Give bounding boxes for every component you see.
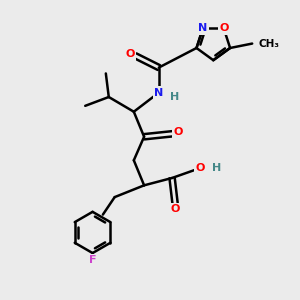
Text: H: H (212, 163, 221, 173)
Text: O: O (125, 49, 135, 59)
Text: F: F (89, 255, 96, 266)
Text: H: H (170, 92, 180, 102)
Text: N: N (154, 88, 164, 98)
Text: O: O (170, 204, 180, 214)
Text: N: N (198, 23, 208, 33)
Text: O: O (195, 163, 205, 173)
Text: CH₃: CH₃ (259, 39, 280, 49)
Text: O: O (173, 127, 183, 137)
Text: O: O (219, 23, 228, 33)
